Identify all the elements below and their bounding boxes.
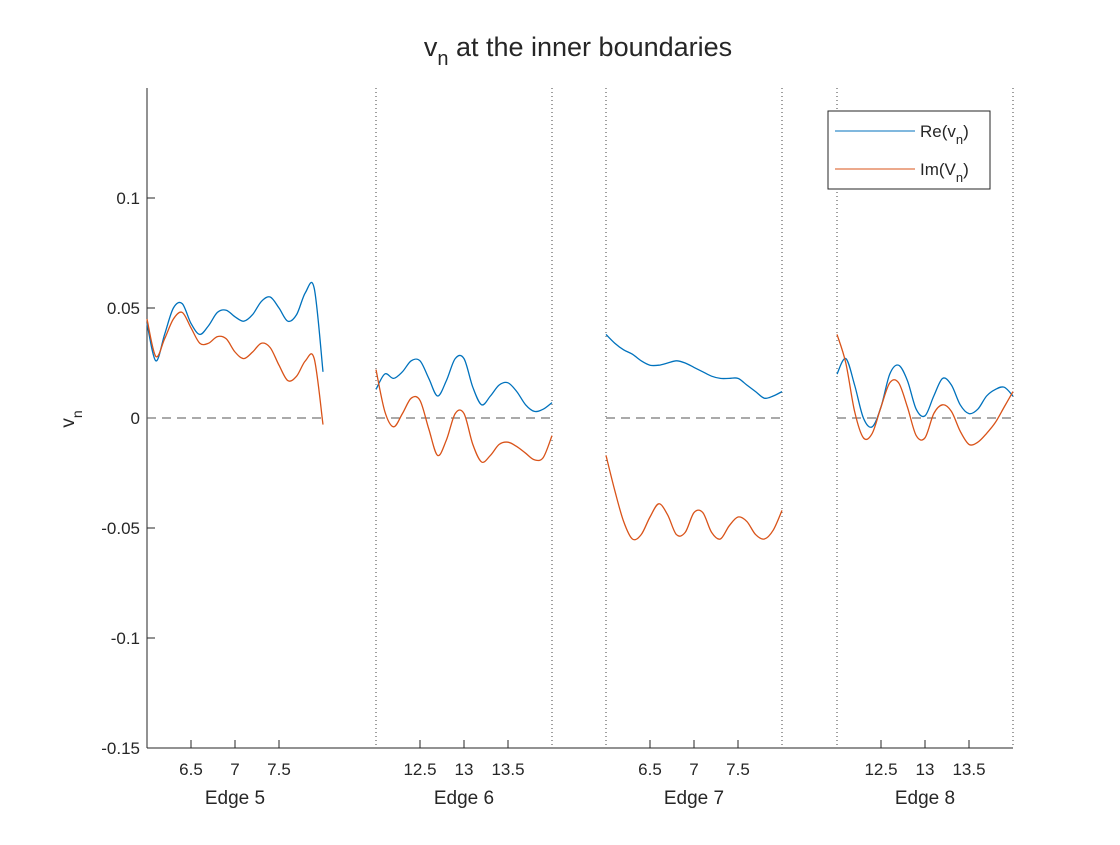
- series-line-im: [836, 334, 1014, 446]
- x-tick-label: 7: [689, 760, 698, 779]
- series-line-im: [605, 455, 783, 541]
- y-tick-label: -0.05: [101, 519, 140, 538]
- series-line-re: [836, 357, 1014, 428]
- segment-label: Edge 6: [434, 788, 494, 809]
- series-line-im: [146, 311, 324, 425]
- x-tick-label: 13.5: [952, 760, 985, 779]
- legend-label-re: Re(vn): [920, 122, 969, 147]
- legend-box: [827, 110, 991, 190]
- series-line-re: [375, 354, 553, 413]
- y-tick-label: -0.15: [101, 739, 140, 758]
- y-tick-label: -0.1: [111, 629, 140, 648]
- series-line-re: [146, 281, 324, 372]
- y-tick-label: 0.05: [107, 299, 140, 318]
- legend: Re(vn) Im(Vn): [827, 110, 991, 190]
- x-tick-label: 7: [230, 760, 239, 779]
- y-tick-label: 0: [131, 409, 140, 428]
- x-tick-label: 7.5: [726, 760, 750, 779]
- legend-label-im: Im(Vn): [920, 160, 969, 185]
- x-tick-label: 7.5: [267, 760, 291, 779]
- y-tick-label: 0.1: [116, 189, 140, 208]
- segment-label: Edge 8: [895, 788, 955, 809]
- segment-label: Edge 7: [664, 788, 724, 809]
- x-tick-label: 13: [455, 760, 474, 779]
- segment-label: Edge 5: [205, 788, 265, 809]
- chart-title: vn at the inner boundaries: [424, 32, 732, 70]
- series-line-re: [605, 333, 783, 400]
- x-tick-label: 6.5: [179, 760, 203, 779]
- x-tick-label: 12.5: [403, 760, 436, 779]
- x-tick-label: 13: [916, 760, 935, 779]
- y-axis-label: vn: [58, 410, 85, 427]
- x-tick-label: 12.5: [864, 760, 897, 779]
- series-line-im: [375, 369, 553, 464]
- x-tick-label: 6.5: [638, 760, 662, 779]
- x-tick-label: 13.5: [491, 760, 524, 779]
